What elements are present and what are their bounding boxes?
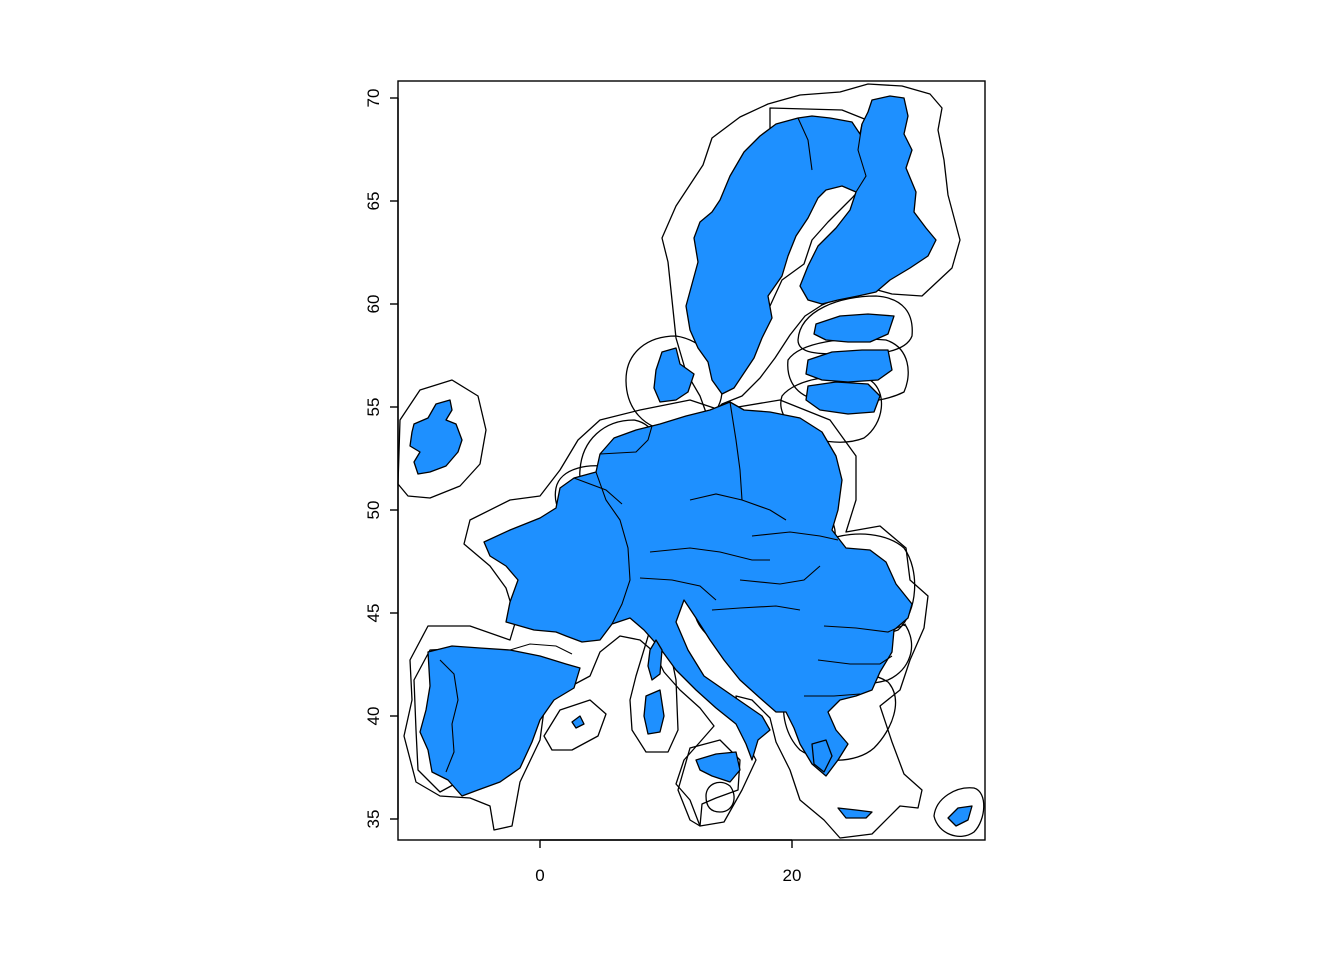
y-tick-label: 70 — [364, 89, 383, 108]
border-netherlands — [599, 425, 653, 455]
border-greece-north — [804, 693, 861, 697]
country-crete — [837, 807, 873, 819]
country-denmark — [653, 347, 695, 403]
border-romania-bulgaria — [823, 623, 907, 633]
y-tick-label: 60 — [364, 295, 383, 314]
border-hungary — [739, 565, 821, 585]
y-tick-label: 35 — [364, 810, 383, 829]
border-czechia — [689, 493, 787, 521]
country-estonia — [813, 313, 895, 343]
country-iberia — [419, 645, 581, 797]
country-latvia — [805, 349, 893, 383]
border-austria — [649, 547, 770, 561]
country-greek-peloponnese — [811, 739, 833, 773]
buffer-cyprus — [933, 787, 985, 837]
border-italy-north — [639, 577, 717, 601]
y-axis: 35 40 45 50 55 60 65 70 — [364, 89, 399, 829]
country-borders — [439, 117, 907, 773]
border-bulgaria-greece — [817, 655, 893, 665]
country-sicily — [695, 751, 741, 783]
border-croatia — [711, 605, 801, 611]
country-ireland — [409, 399, 463, 475]
country-corsica — [647, 639, 663, 681]
border-sweden-finland — [855, 123, 867, 193]
y-tick-label: 45 — [364, 604, 383, 623]
country-lithuania — [805, 381, 881, 415]
x-axis: 0 20 — [535, 839, 802, 885]
border-belgium — [573, 477, 623, 505]
buffer-balearics — [543, 699, 607, 751]
border-norway-line — [797, 117, 813, 171]
border-slovakia — [751, 531, 839, 541]
border-france-germany — [595, 471, 631, 625]
y-tick-label: 40 — [364, 707, 383, 726]
eu-countries — [409, 95, 973, 827]
y-tick-label: 50 — [364, 501, 383, 520]
y-tick-label: 55 — [364, 398, 383, 417]
border-spain-portugal — [439, 659, 459, 773]
country-mainland-europe — [483, 401, 913, 777]
buffer-malta — [705, 781, 735, 813]
x-tick-label: 20 — [783, 866, 802, 885]
country-sweden-finland — [685, 95, 937, 395]
border-spain-france — [509, 643, 573, 655]
border-germany-poland — [729, 401, 743, 501]
country-cyprus — [947, 805, 973, 827]
buffer-ireland — [397, 379, 487, 499]
country-mallorca — [571, 715, 585, 729]
y-tick-label: 65 — [364, 192, 383, 211]
country-sardinia — [643, 689, 665, 735]
x-tick-label: 0 — [535, 866, 544, 885]
buffer-sicily — [677, 739, 741, 827]
